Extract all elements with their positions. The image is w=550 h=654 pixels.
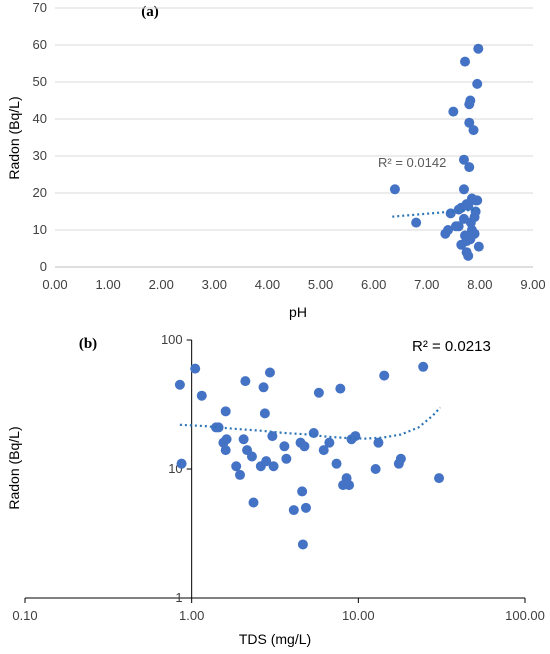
panel-a-data-point: [464, 117, 475, 128]
panel-a-y-tick-label: 20: [33, 185, 47, 200]
panel-a-data-point: [389, 184, 400, 195]
panel-b-data-point: [238, 434, 249, 445]
panel-b-data-point: [221, 434, 232, 445]
panel-a-data-point: [411, 217, 422, 228]
panel-b-data-point: [331, 458, 342, 469]
panel-b-y-axis-label: Radon (Bq/L): [6, 426, 22, 509]
panel-b-data-point: [297, 539, 308, 550]
panel-a-x-tick-label: 9.00: [520, 277, 545, 292]
panel-a-data-point: [458, 184, 469, 195]
panel-b-x-tick-label: 0.10: [12, 608, 37, 623]
panel-a-x-tick-label: 6.00: [361, 277, 386, 292]
panel-a-data-point: [448, 106, 459, 117]
panel-a-label: (a): [141, 4, 159, 20]
panel-b-data-point: [240, 376, 251, 387]
panel-a-y-tick-label: 60: [33, 37, 47, 52]
panel-b-x-tick-label: 100.00: [505, 608, 545, 623]
panel-b-data-point: [308, 428, 319, 439]
panel-a-y-axis-label: Radon (Bq/L): [6, 96, 22, 179]
panel-a-data-point: [463, 250, 474, 261]
panel-b-data-point: [213, 422, 224, 433]
panel-a-data-point: [473, 241, 484, 252]
panel-a-x-tick-label: 7.00: [414, 277, 439, 292]
panel-a-x-tick-label: 3.00: [202, 277, 227, 292]
panel-a-data-point: [460, 56, 471, 67]
panel-b-data-point: [190, 363, 201, 374]
panel-b-data-point: [418, 361, 429, 372]
panel-a-data-point: [469, 228, 480, 239]
panel-b-data-point: [267, 431, 278, 442]
panel-b-data-point: [373, 437, 384, 448]
panel-a-data-point: [473, 43, 484, 54]
panel-a-x-tick-label: 8.00: [467, 277, 492, 292]
panel-a-y-tick-label: 10: [33, 222, 47, 237]
panel-b-data-point: [220, 406, 231, 417]
panel-b-y-tick-label: 1: [175, 590, 182, 605]
panel-b-y-tick-label: 100: [161, 332, 183, 347]
panel-a-data-point: [472, 78, 483, 89]
panel-a-x-tick-label: 1.00: [95, 277, 120, 292]
panel-b-r-squared-label: R² = 0.0213: [412, 338, 491, 355]
panel-b-x-tick-label: 10.00: [342, 608, 375, 623]
panel-a-r-squared-label: R² = 0.0142: [378, 155, 446, 170]
panel-a-data-point: [472, 195, 483, 206]
panel-a-data-point: [470, 206, 481, 217]
panel-b-data-point: [176, 458, 187, 469]
panel-a-data-point: [463, 200, 474, 211]
panel-b-data-point: [268, 461, 279, 472]
panel-a-y-tick-label: 30: [33, 148, 47, 163]
panel-b-data-point: [297, 486, 308, 497]
panel-a-data-point: [458, 154, 469, 165]
panel-a-data-point: [453, 221, 464, 232]
panel-b-data-point: [248, 497, 259, 508]
panel-b-data-point: [324, 437, 335, 448]
panel-b-x-tick-label: 1.00: [179, 608, 204, 623]
panel-b-data-point: [261, 456, 272, 467]
panel-b-data-point: [395, 453, 406, 464]
panel-b-data-point: [344, 480, 355, 491]
panel-a-y-tick-label: 40: [33, 111, 47, 126]
panel-b-radon-vs-tds: (b) Radon (Bq/L) TDS (mg/L) R² = 0.0213 …: [6, 332, 545, 647]
panel-a-x-tick-label: 0.00: [42, 277, 67, 292]
panel-b-data-point: [246, 451, 257, 462]
panel-b-data-point: [434, 473, 445, 484]
panel-a-x-tick-label: 5.00: [308, 277, 333, 292]
panel-b-data-point: [370, 464, 381, 474]
panel-a-y-tick-label: 0: [40, 259, 47, 274]
panel-b-data-point: [259, 408, 270, 419]
panel-b-data-point: [279, 441, 290, 452]
panel-b-data-point: [335, 383, 346, 394]
panel-a-radon-vs-ph: (a) Radon (Bq/L) pH R² = 0.0142 0 10 20 30 4…: [6, 0, 546, 320]
panel-b-data-point: [350, 431, 361, 442]
panel-b-data-point: [220, 445, 231, 456]
panel-b-data-point: [174, 379, 185, 390]
panel-a-y-tick-label: 70: [33, 0, 47, 15]
panel-a-data-point: [465, 95, 476, 106]
panel-b-data-point: [281, 453, 292, 464]
panel-a-data-point: [468, 125, 479, 136]
panel-b-data-point: [264, 367, 275, 378]
panel-a-x-axis-label: pH: [289, 304, 307, 320]
panel-b-data-point: [288, 505, 299, 516]
panel-b-data-point: [379, 370, 390, 381]
panel-b-data-point: [313, 387, 324, 398]
panel-a-x-tick-label: 4.00: [255, 277, 280, 292]
panel-b-data-point: [258, 382, 269, 393]
panel-b-data-point: [318, 445, 329, 456]
panel-b-x-axis-label: TDS (mg/L): [239, 631, 311, 647]
panel-b-data-point: [299, 441, 310, 452]
panel-b-label: (b): [79, 336, 97, 352]
panel-b-data-point: [231, 461, 242, 472]
panel-b-data-point: [235, 469, 246, 480]
panel-b-data-point: [196, 390, 207, 401]
panel-a-data-point: [464, 162, 475, 173]
panel-a-x-tick-label: 2.00: [149, 277, 174, 292]
panel-a-y-tick-label: 50: [33, 74, 47, 89]
panel-a-data-point: [443, 225, 454, 235]
panel-b-data-point: [300, 502, 311, 513]
